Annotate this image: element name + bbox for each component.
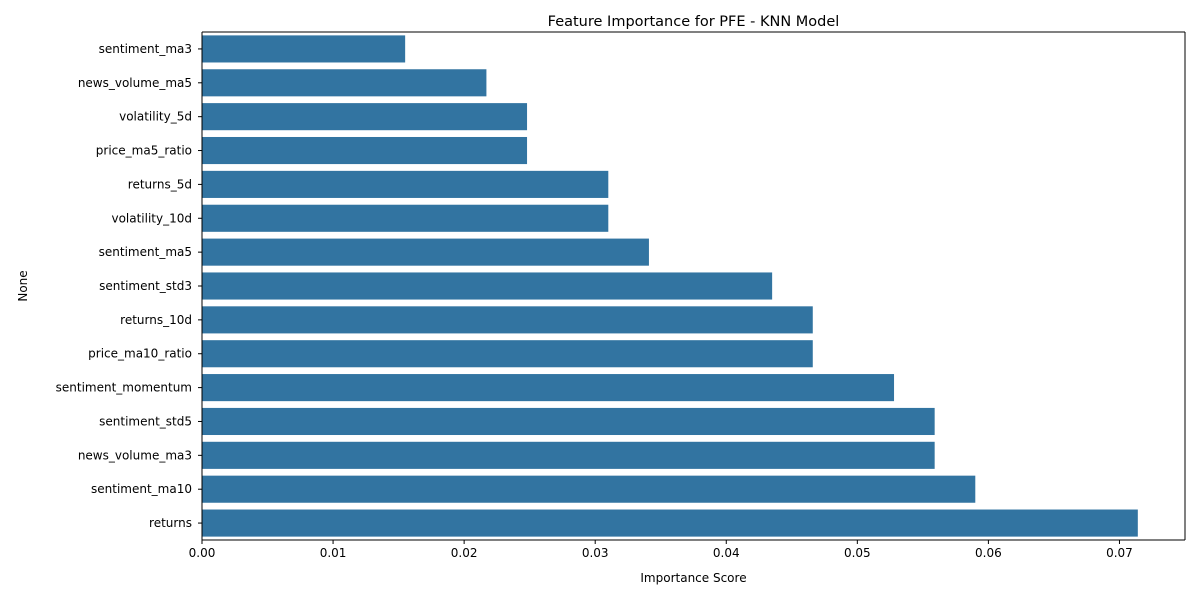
x-axis-label: Importance Score: [640, 571, 746, 585]
y-ticks: sentiment_ma3 news_volume_ma5 volatility_5…: [56, 42, 202, 530]
x-tick-label: 0.03: [582, 546, 609, 560]
x-tick-label: 0.00: [189, 546, 216, 560]
bar-returns-5d: [202, 170, 609, 198]
bar-news-volume-ma5: [202, 69, 487, 97]
y-tick-label: sentiment_momentum: [56, 381, 192, 395]
y-tick-label: price_ma10_ratio: [88, 347, 192, 361]
x-tick-label: 0.06: [975, 546, 1002, 560]
bar-volatility-5d: [202, 103, 528, 131]
x-tick-label: 0.02: [451, 546, 478, 560]
y-tick-label: sentiment_ma3: [99, 42, 192, 56]
x-tick-label: 0.05: [844, 546, 871, 560]
bar-sentiment-ma10: [202, 475, 976, 503]
bar-volatility-10d: [202, 204, 609, 232]
bar-sentiment-ma3: [202, 35, 406, 63]
y-tick-label: volatility_10d: [111, 211, 192, 225]
y-tick-label: sentiment_ma10: [91, 482, 192, 496]
bar-news-volume-ma3: [202, 441, 935, 469]
y-tick-label: sentiment_std3: [99, 279, 192, 293]
x-ticks: 0.00 0.01 0.02 0.03 0.04 0.05 0.06 0.07: [189, 540, 1133, 560]
y-tick-label: price_ma5_ratio: [96, 144, 192, 158]
bar-returns: [202, 509, 1138, 537]
y-tick-label: returns_5d: [128, 177, 192, 191]
y-axis-label: None: [16, 270, 30, 301]
x-tick-label: 0.07: [1106, 546, 1133, 560]
bar-sentiment-momentum: [202, 374, 895, 402]
bar-price-ma5-ratio: [202, 136, 528, 165]
bars-layer: [202, 35, 1138, 537]
bar-sentiment-std3: [202, 272, 773, 300]
bar-returns-10d: [202, 306, 813, 334]
chart-title: Feature Importance for PFE - KNN Model: [548, 14, 840, 30]
y-tick-label: returns_10d: [120, 313, 192, 327]
x-tick-label: 0.01: [320, 546, 347, 560]
bar-price-ma10-ratio: [202, 340, 813, 368]
y-tick-label: sentiment_ma5: [99, 245, 192, 259]
y-tick-label: news_volume_ma5: [78, 76, 192, 90]
y-tick-label: returns: [149, 516, 192, 530]
y-tick-label: sentiment_std5: [99, 414, 192, 428]
bar-sentiment-ma5: [202, 238, 649, 266]
y-tick-label: news_volume_ma3: [78, 448, 192, 462]
x-tick-label: 0.04: [713, 546, 740, 560]
bar-sentiment-std5: [202, 407, 935, 436]
y-tick-label: volatility_5d: [119, 110, 192, 124]
